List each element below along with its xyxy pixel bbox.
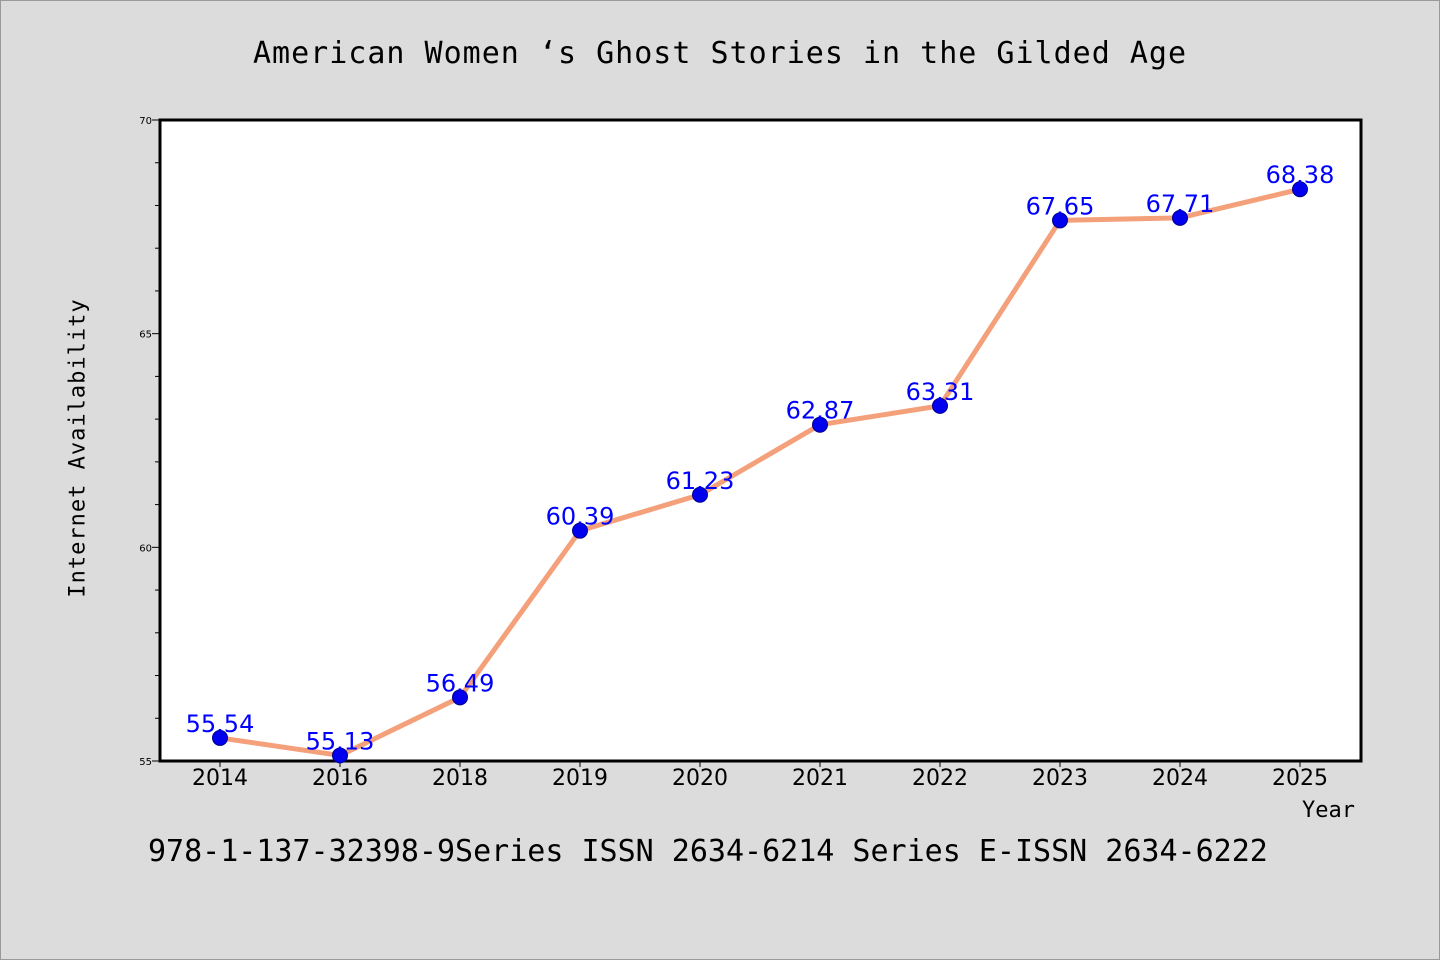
plot-area (158, 118, 1363, 763)
x-tick-label: 2016 (312, 766, 368, 791)
data-label: 67.65 (1026, 192, 1095, 220)
x-tick-label: 2024 (1152, 766, 1208, 791)
y-tick-label: 55 (139, 757, 152, 768)
y-tick-label: 60 (139, 543, 152, 554)
x-tick-label: 2019 (552, 766, 608, 791)
x-tick-label: 2021 (792, 766, 848, 791)
x-tick-label: 2025 (1272, 766, 1328, 791)
data-point (1292, 181, 1308, 198)
data-point (212, 729, 228, 746)
data-label: 62.87 (786, 397, 855, 425)
data-point (452, 689, 468, 706)
data-point (812, 416, 828, 433)
data-label: 56.49 (426, 669, 495, 697)
data-point (1172, 209, 1188, 226)
data-point (572, 522, 588, 539)
data-point (692, 486, 708, 503)
data-label: 55.54 (186, 710, 255, 738)
x-axis-label: Year (1302, 798, 1355, 823)
chart-title: American Women ‘s Ghost Stories in the G… (252, 36, 1187, 71)
isbn-issn-note: 978-1-137-32398-9Series ISSN 2634-6214 S… (148, 834, 1268, 869)
data-point (932, 397, 948, 414)
data-label: 68.38 (1266, 161, 1335, 189)
data-point (332, 747, 348, 764)
series-line (217, 186, 1303, 758)
x-tick-label: 2014 (192, 766, 248, 791)
data-label: 63.31 (906, 378, 975, 406)
data-label: 67.71 (1146, 190, 1215, 218)
x-tick-label: 2018 (432, 766, 488, 791)
data-point (1052, 212, 1068, 229)
data-label: 61.23 (666, 467, 735, 495)
data-label: 60.39 (546, 503, 615, 531)
x-tick-label: 2023 (1032, 766, 1088, 791)
x-tick-label: 2022 (912, 766, 968, 791)
y-tick-label: 65 (139, 330, 152, 341)
data-label: 55.13 (306, 727, 375, 755)
y-tick-label: 70 (139, 116, 152, 127)
x-tick-label: 2020 (672, 766, 728, 791)
